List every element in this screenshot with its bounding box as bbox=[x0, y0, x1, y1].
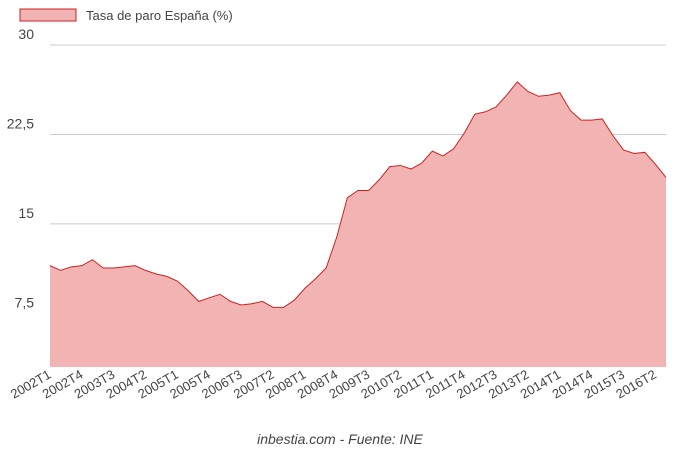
y-tick-label: 30 bbox=[18, 26, 34, 42]
y-tick-label: 15 bbox=[18, 205, 34, 221]
y-tick-label: 22,5 bbox=[7, 115, 34, 131]
line bbox=[49, 81, 667, 308]
y-tick-label: 7,5 bbox=[15, 294, 35, 310]
footer: inbestia.com - Fuente: INE bbox=[257, 431, 423, 447]
legend-swatch bbox=[19, 8, 77, 22]
legend-label: Tasa de paro España (%) bbox=[86, 8, 233, 23]
area bbox=[50, 81, 666, 367]
